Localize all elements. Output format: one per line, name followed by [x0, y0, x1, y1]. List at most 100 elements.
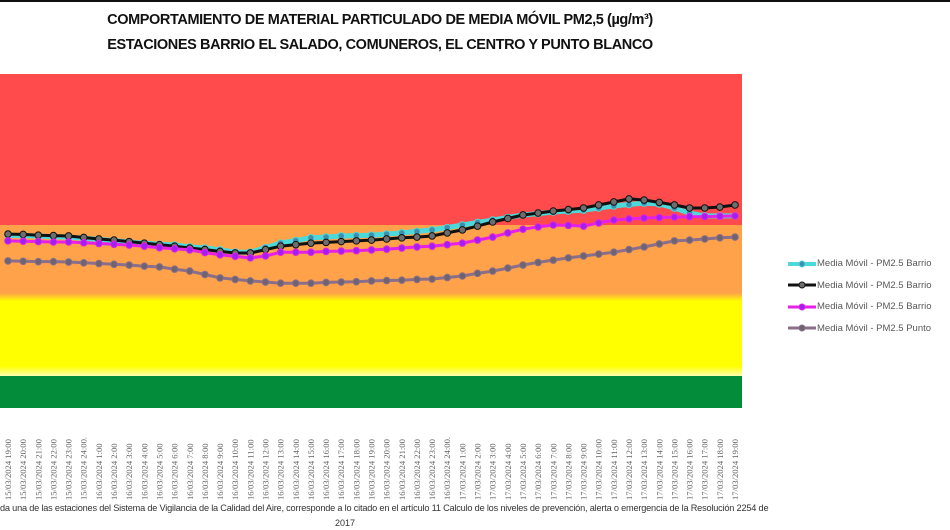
data-point-3-28 [428, 275, 436, 283]
data-point-3-23 [352, 277, 361, 286]
data-point-3-17 [261, 278, 270, 286]
data-point-3-35 [534, 258, 542, 267]
x-tick-label: 17/03/2024 9:00 [579, 443, 589, 500]
data-point-1-48 [731, 201, 739, 209]
data-point-2-44 [670, 213, 679, 221]
x-tick-label: 16/03/2024 24:00. [442, 437, 452, 500]
x-tick-label: 17/03/2024 6:00 [533, 443, 543, 500]
data-point-3-16 [246, 277, 255, 285]
x-tick-label: 16/03/2024 15:00 [306, 439, 316, 500]
x-tick-label: 16/03/2024 17:00 [336, 439, 346, 500]
data-point-2-47 [716, 212, 724, 221]
data-point-3-25 [382, 276, 391, 285]
legend-marker [798, 260, 806, 268]
x-tick-label: 16/03/2024 12:00 [260, 439, 270, 500]
data-point-1-39 [594, 201, 603, 209]
data-point-2-9 [140, 242, 149, 250]
band-0 [0, 376, 742, 408]
data-point-2-42 [640, 214, 648, 222]
data-point-1-45 [685, 204, 694, 212]
data-point-1-17 [261, 245, 270, 254]
data-point-1-41 [625, 195, 633, 203]
x-tick-label: 15/03/2024 23:00 [64, 439, 74, 500]
data-point-1-2 [34, 231, 43, 239]
data-point-3-21 [322, 278, 330, 287]
data-point-2-18 [276, 248, 285, 256]
data-point-3-37 [564, 254, 573, 262]
data-point-3-38 [579, 252, 588, 260]
data-point-3-0 [4, 257, 12, 265]
data-point-2-2 [34, 237, 43, 246]
data-point-2-39 [594, 219, 603, 227]
data-point-3-27 [413, 275, 421, 284]
x-tick-label: 17/03/2024 8:00 [563, 443, 573, 500]
data-point-1-31 [473, 222, 482, 230]
data-point-1-22 [337, 237, 346, 246]
data-point-3-7 [110, 260, 118, 269]
data-point-3-47 [716, 234, 724, 242]
x-tick-label: 15/03/2024 19:00 [3, 439, 13, 500]
x-tick-label: 16/03/2024 16:00 [321, 439, 331, 500]
data-point-2-24 [367, 246, 376, 254]
data-point-3-41 [625, 245, 633, 254]
data-point-1-19 [291, 240, 300, 249]
data-point-3-10 [155, 263, 164, 271]
data-point-2-12 [185, 246, 194, 254]
data-point-2-27 [413, 243, 421, 251]
data-point-2-10 [155, 243, 164, 252]
x-tick-label: 17/03/2024 3:00 [488, 443, 498, 500]
chart-title: COMPORTAMIENTO DE MATERIAL PARTICULADO D… [107, 12, 653, 28]
x-tick-label: 17/03/2024 16:00 [685, 439, 695, 500]
legend-swatch-2 [788, 303, 816, 311]
data-point-3-13 [201, 270, 209, 279]
data-point-3-46 [700, 235, 709, 243]
x-tick-label: 17/03/2024 4:00 [503, 443, 513, 500]
data-point-2-37 [564, 221, 573, 230]
data-point-1-29 [443, 229, 452, 237]
x-tick-label: 16/03/2024 1:00 [94, 443, 104, 500]
x-tick-label: 17/03/2024 2:00 [473, 443, 483, 500]
data-point-1-24 [367, 236, 376, 244]
data-point-2-29 [443, 240, 452, 249]
data-point-3-29 [443, 273, 452, 282]
data-point-3-36 [549, 256, 558, 264]
x-tick-label: 17/03/2024 15:00 [669, 439, 679, 500]
x-tick-label: 16/03/2024 23:00 [427, 439, 437, 500]
data-point-2-36 [549, 221, 558, 229]
data-point-2-22 [337, 247, 346, 255]
footer-note-year: 2017 [334, 518, 356, 528]
data-point-3-39 [594, 250, 603, 258]
x-tick-label: 15/03/2024 24:00. [79, 437, 89, 500]
x-tick-label: 16/03/2024 14:00 [291, 439, 301, 500]
data-point-3-33 [504, 264, 512, 272]
x-tick-label: 16/03/2024 2:00 [109, 443, 119, 500]
data-point-1-37 [564, 205, 573, 214]
data-point-3-40 [610, 248, 618, 256]
data-point-3-14 [216, 274, 224, 282]
x-tick-label: 15/03/2024 21:00 [33, 439, 43, 500]
data-point-1-35 [534, 209, 542, 217]
data-point-1-47 [716, 203, 724, 211]
chart-subtitle: ESTACIONES BARRIO EL SALADO, COMUNEROS, … [107, 37, 653, 53]
legend-item: Media Móvil - PM2.5 Punto [788, 318, 950, 340]
data-point-2-46 [700, 212, 709, 221]
data-point-2-35 [534, 223, 542, 231]
data-point-3-34 [519, 261, 527, 269]
legend-marker [798, 303, 806, 311]
data-point-1-26 [397, 234, 406, 242]
x-tick-label: 16/03/2024 9:00 [215, 443, 225, 500]
data-point-2-0 [4, 237, 12, 245]
data-point-3-32 [488, 267, 497, 275]
data-point-1-36 [549, 207, 558, 215]
data-point-3-3 [49, 257, 58, 266]
data-point-1-43 [655, 198, 664, 207]
data-point-1-25 [382, 235, 391, 243]
data-point-2-11 [170, 245, 179, 253]
x-tick-label: 17/03/2024 11:00 [609, 439, 619, 500]
data-point-2-45 [685, 212, 694, 221]
data-point-2-21 [322, 247, 330, 256]
data-point-2-6 [95, 239, 103, 248]
x-tick-label: 16/03/2024 10:00 [230, 439, 240, 500]
data-point-1-3 [49, 231, 58, 240]
data-point-3-4 [64, 258, 73, 266]
